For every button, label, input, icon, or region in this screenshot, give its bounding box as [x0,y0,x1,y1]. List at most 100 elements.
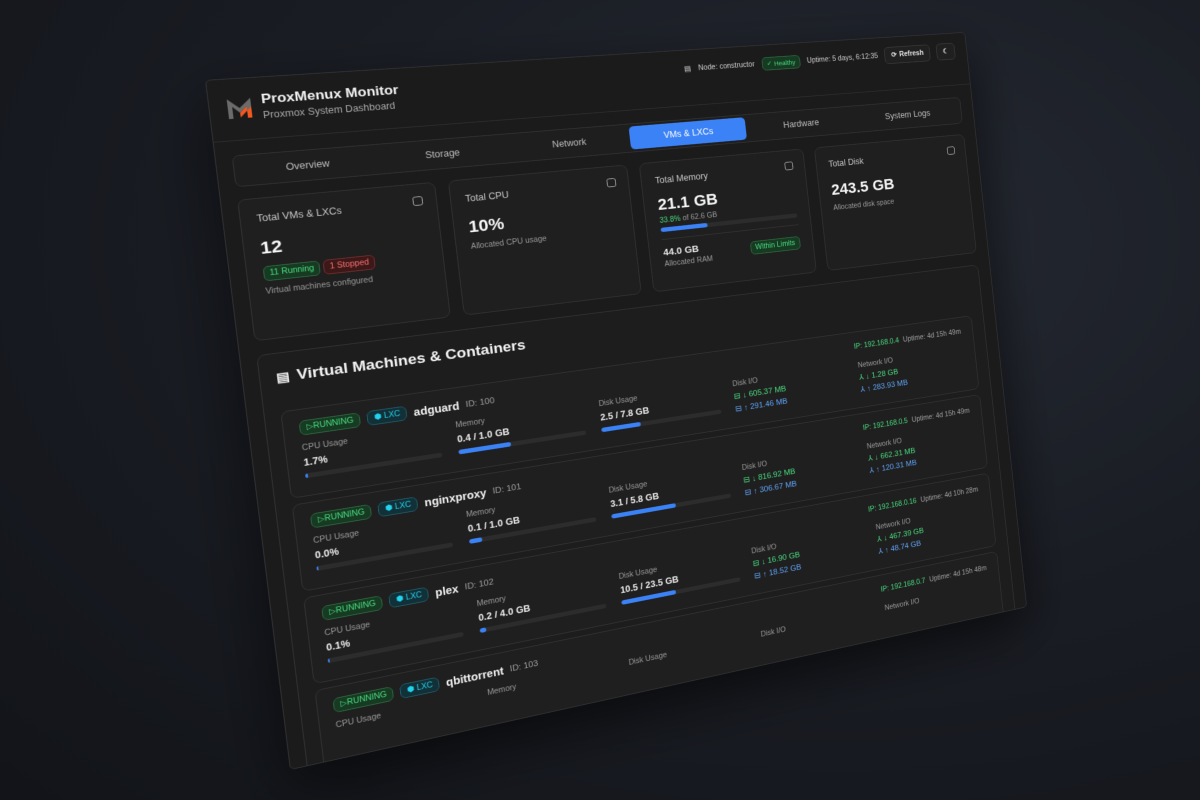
vm-ip: IP: 192.168.0.5 [863,417,909,432]
type-text: LXC [416,681,433,693]
refresh-button[interactable]: ⟳ Refresh [884,44,931,64]
status-text: RUNNING [313,416,354,430]
refresh-label: Refresh [899,49,924,58]
vm-ip: IP: 192.168.0.7 [881,577,926,594]
tab-overview[interactable]: Overview [236,147,378,184]
memory-total: of 62.6 GB [682,211,718,222]
stat-title: Total CPU [465,180,616,205]
vm-id: ID: 103 [509,659,538,674]
server-icon: ▤ [275,369,290,386]
net-out-value: ↑ 120.31 MB [876,459,917,474]
stat-card-cpu: Total CPU 10% Allocated CPU usage [447,165,641,316]
disk-io-column: Disk I/O ⊟ ↓ 605.37 MB ⊟ ↑ 291.46 MB [732,364,847,413]
type-text: LXC [405,591,422,602]
section-title: Virtual Machines & Containers [296,337,527,384]
logo: ProxMenux Monitor Proxmox System Dashboar… [224,82,401,123]
vm-network-info: IP: 192.168.0.4 Uptime: 4d 15h 49m [854,328,962,351]
disk-io-column: Disk I/O [761,608,872,639]
vm-name: nginxproxy [424,486,487,508]
health-badge: ✓ Healthy [761,55,801,71]
tab-hardware[interactable]: Hardware [745,108,857,139]
node-label: Node: constructor [698,61,755,73]
tab-vms-lxcs[interactable]: VMs & LXCs [629,117,747,149]
tab-system-logs[interactable]: System Logs [854,100,960,130]
disk-bar-fill [601,422,640,432]
disk-column: Disk Usage 2.5 / 7.8 GB [598,383,721,435]
disk-column: Disk Usage [628,634,747,667]
disk-column: Disk Usage 3.1 / 5.8 GB [608,467,731,521]
hard-drive-icon [947,146,956,155]
moon-icon: ☾ [942,48,949,56]
status-badge: ▷RUNNING [310,504,373,529]
server-icon: ▤ [684,65,692,73]
cpu-icon [606,178,616,188]
type-badge: ⬢ LXC [366,406,407,426]
cpu-column: CPU Usage 1.7% [301,424,442,481]
tab-storage[interactable]: Storage [375,137,508,172]
disk-io-column: Disk I/O ⊟ ↓ 16.90 GB ⊟ ↑ 18.52 GB [751,527,866,581]
net-out-value: ↑ 283.93 MB [867,379,909,393]
vm-uptime: Uptime: 4d 15h 49m [911,407,970,424]
disk-label: Disk Usage [628,634,747,667]
net-io-column: Network I/O ⅄ ↓ 467.39 GB ⅄ ↑ 48.74 GB [875,504,983,555]
running-badge: 11 Running [263,260,322,281]
dashboard-window: ProxMenux Monitor Proxmox System Dashboar… [205,32,1027,770]
vm-ip: IP: 192.168.0.4 [854,337,900,351]
vm-name: qbittorrent [445,664,504,688]
disk-io-label: Disk I/O [761,608,872,639]
vm-uptime: Uptime: 4d 10h 28m [920,486,978,504]
theme-toggle-button[interactable]: ☾ [936,43,956,61]
disk-write-value: ↑ 18.52 GB [763,563,802,579]
memory-bar-fill [469,537,483,544]
stat-card-memory: Total Memory 21.1 GB 33.8% of 62.6 GB 44… [639,149,817,293]
refresh-icon: ⟳ [891,51,897,59]
within-limits-badge: Within Limits [750,236,801,255]
status-badge: ▷RUNNING [321,595,383,621]
allocated-ram-label: Allocated RAM [664,255,713,268]
type-badge: ⬢ LXC [389,587,430,609]
health-text: Healthy [774,58,796,66]
stat-card-vms: Total VMs & LXCs 12 11 Running 1 Stopped … [237,182,450,341]
net-out-value: ↑ 48.74 GB [885,539,922,554]
stat-card-disk: Total Disk 243.5 GB Allocated disk space [814,134,977,271]
stat-title: Total VMs & LXCs [256,198,421,224]
net-io-column: Network I/O ⅄ ↓ 662.31 MB ⅄ ↑ 120.31 MB [867,426,975,475]
vm-ip: IP: 192.168.0.16 [868,497,917,513]
status-text: RUNNING [346,690,387,707]
vm-id: ID: 101 [492,482,521,496]
tab-network[interactable]: Network [506,127,632,161]
memory-bar-fill [458,442,511,455]
status-text: RUNNING [335,599,376,615]
memory-percent: 33.8% [659,215,681,225]
status-badge: ▷RUNNING [332,686,394,713]
net-io-column: Network I/O ⅄ ↓ 1.28 GB ⅄ ↑ 283.93 MB [858,347,966,394]
vm-id: ID: 100 [465,396,495,409]
check-circle-icon: ✓ [766,60,772,68]
type-text: LXC [383,410,400,421]
disk-io-column: Disk I/O ⊟ ↓ 816.92 MB ⊟ ↑ 306.67 MB [742,446,857,498]
stopped-badge: 1 Stopped [323,255,376,275]
uptime: Uptime: 5 days, 6:12:35 [807,53,879,65]
stat-title: Total Disk [828,148,954,169]
type-badge: ⬢ LXC [399,677,440,699]
proxmenux-logo-icon [225,95,255,121]
cpu-bar-fill [316,566,319,571]
server-icon [412,196,423,206]
vm-section: ▤ Virtual Machines & Containers ▷RUNNING ⬢… [256,264,1017,770]
disk-write-value: ↑ 291.46 MB [744,397,788,412]
cpu-bar-fill [328,658,331,663]
type-text: LXC [394,500,411,511]
memory-column: Memory 0.4 / 1.0 GB [455,403,587,457]
memory-column: Memory 0.2 / 4.0 GB [476,576,607,635]
disk-write-value: ↑ 306.67 MB [753,480,797,496]
vm-uptime: Uptime: 4d 15h 48m [929,565,987,584]
status-text: RUNNING [324,508,365,523]
vm-uptime: Uptime: 4d 15h 49m [903,328,962,344]
disk-column: Disk Usage 10.5 / 23.5 GB [618,551,740,607]
status-badge: ▷RUNNING [299,412,362,435]
stat-title: Total Memory [655,163,793,186]
type-badge: ⬢ LXC [378,496,419,517]
vm-id: ID: 102 [464,577,494,591]
vm-name: adguard [413,399,460,418]
vm-name: plex [435,582,459,598]
